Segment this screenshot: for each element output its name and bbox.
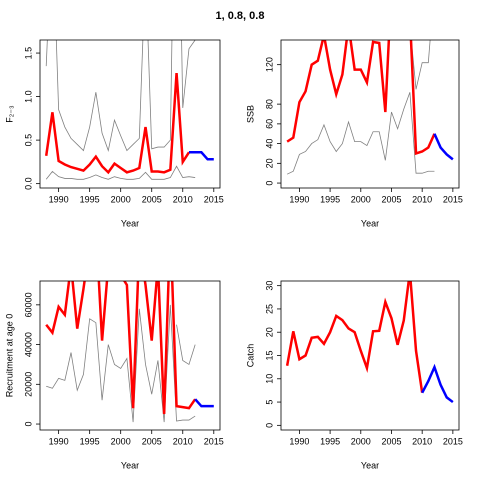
x-tick-label: 2005 bbox=[381, 436, 401, 446]
x-tick-label: 2005 bbox=[142, 436, 162, 446]
series-line bbox=[176, 324, 196, 366]
series-line bbox=[433, 133, 454, 161]
x-tick-label: 2015 bbox=[204, 194, 224, 204]
y-axis-label: Recruitment at age 0 bbox=[4, 314, 14, 398]
x-tick-label: 1990 bbox=[49, 436, 69, 446]
series-line bbox=[285, 281, 424, 393]
x-axis-label: Year bbox=[361, 460, 379, 470]
y-axis-label: SSB bbox=[245, 105, 255, 123]
series-line bbox=[46, 304, 196, 423]
y-tick-label: 0 bbox=[23, 422, 33, 427]
y-axis-label: F₂₋₃ bbox=[4, 105, 14, 123]
series-line bbox=[286, 92, 435, 175]
figure-title: 1, 0.8, 0.8 bbox=[216, 10, 265, 22]
plot-frame bbox=[39, 39, 221, 189]
y-tick-label: 120 bbox=[264, 57, 274, 72]
series-line bbox=[194, 398, 214, 408]
x-tick-label: 2010 bbox=[412, 436, 432, 446]
plot-frame bbox=[280, 39, 460, 189]
y-tick-label: 1.5 bbox=[23, 47, 33, 60]
y-tick-label: 20 bbox=[264, 327, 274, 337]
y-tick-label: 20000 bbox=[23, 372, 33, 397]
x-tick-label: 2005 bbox=[381, 194, 401, 204]
x-tick-label: 1995 bbox=[320, 194, 340, 204]
x-tick-label: 2015 bbox=[204, 436, 224, 446]
x-tick-label: 2015 bbox=[443, 436, 463, 446]
x-tick-label: 2010 bbox=[412, 194, 432, 204]
x-tick-label: 1995 bbox=[320, 436, 340, 446]
panel: 1990 1995 2000 2005 2010 2015 0 20 40 60 80 120 Year… bbox=[245, 39, 463, 228]
x-tick-label: 1995 bbox=[80, 436, 100, 446]
panel: 1990 1995 2000 2005 2010 2015 0 5 10 15 20 25 30 Year… bbox=[245, 280, 463, 470]
y-tick-label: 40000 bbox=[23, 332, 33, 357]
x-tick-label: 2010 bbox=[173, 194, 193, 204]
x-tick-label: 2000 bbox=[111, 436, 131, 446]
series-line bbox=[45, 281, 197, 415]
x-tick-label: 1990 bbox=[289, 436, 309, 446]
x-tick-label: 1990 bbox=[49, 194, 69, 204]
series-line bbox=[45, 40, 196, 153]
panel: 1990 1995 2000 2005 2010 2015 0 20000 40000 60000… bbox=[4, 280, 224, 470]
x-tick-label: 2000 bbox=[111, 194, 131, 204]
plot-frame bbox=[39, 280, 221, 431]
series-line bbox=[44, 72, 191, 175]
y-tick-label: 0 bbox=[264, 181, 274, 186]
x-axis-label: Year bbox=[121, 460, 139, 470]
y-tick-label: 60 bbox=[264, 119, 274, 129]
x-axis-label: Year bbox=[121, 218, 139, 228]
y-tick-label: 0 bbox=[264, 423, 274, 428]
series-line bbox=[45, 165, 196, 180]
x-tick-label: 2005 bbox=[142, 194, 162, 204]
y-tick-label: 25 bbox=[264, 304, 274, 314]
x-tick-label: 1990 bbox=[289, 194, 309, 204]
panel: 1990 1995 2000 2005 2010 2015 0.0 0.5 1.0 1.5 Year… bbox=[4, 39, 224, 228]
y-tick-label: 20 bbox=[264, 158, 274, 168]
x-tick-label: 1995 bbox=[80, 194, 100, 204]
y-tick-label: 15 bbox=[264, 350, 274, 360]
y-tick-label: 30 bbox=[264, 281, 274, 291]
series-line bbox=[410, 40, 431, 90]
y-tick-label: 0.5 bbox=[23, 134, 33, 147]
y-axis-label: Catch bbox=[245, 344, 255, 368]
y-tick-label: 10 bbox=[264, 374, 274, 384]
x-tick-label: 2000 bbox=[351, 436, 371, 446]
y-tick-label: 1.0 bbox=[23, 90, 33, 103]
y-tick-label: 40 bbox=[264, 139, 274, 149]
series-line bbox=[421, 363, 454, 404]
series-line bbox=[286, 40, 436, 156]
y-tick-label: 0.0 bbox=[23, 177, 33, 190]
x-tick-label: 2010 bbox=[173, 436, 193, 446]
y-tick-label: 60000 bbox=[23, 292, 33, 317]
series-line bbox=[188, 151, 214, 161]
x-tick-label: 2015 bbox=[443, 194, 463, 204]
x-tick-label: 2000 bbox=[351, 194, 371, 204]
y-tick-label: 5 bbox=[264, 400, 274, 405]
y-tick-label: 80 bbox=[264, 99, 274, 109]
x-axis-label: Year bbox=[361, 218, 379, 228]
